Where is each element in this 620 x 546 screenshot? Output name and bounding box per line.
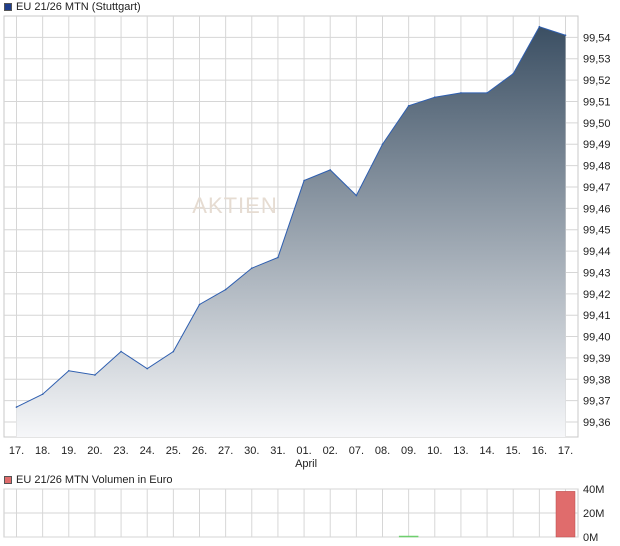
- x-tick-label: 30.: [244, 445, 259, 457]
- watermark: AKTIEN: [192, 193, 277, 218]
- y-tick-label: 99,44: [583, 246, 611, 258]
- data-point: [120, 350, 122, 353]
- x-tick-label: 24.: [140, 445, 155, 457]
- y-tick-label: 99,37: [583, 396, 611, 408]
- x-tick-label: 07.: [349, 445, 364, 457]
- price-legend-swatch: [4, 3, 12, 11]
- y-tick-label: 99,50: [583, 118, 611, 130]
- y-tick-label: 99,47: [583, 182, 611, 194]
- data-point: [67, 369, 70, 372]
- x-tick-label: 17.: [558, 445, 573, 457]
- y-tick-label: 99,46: [583, 203, 611, 215]
- data-point: [329, 169, 332, 171]
- data-point: [15, 406, 18, 408]
- data-point: [433, 96, 436, 99]
- series-line: [16, 26, 566, 408]
- y-tick-label: 99,39: [583, 353, 611, 365]
- x-tick-label: 14.: [479, 445, 494, 457]
- data-point: [41, 393, 44, 396]
- x-tick-label: 18.: [35, 445, 50, 457]
- data-point: [564, 34, 567, 37]
- x-tick-label: 16.: [532, 445, 547, 457]
- x-tick-label: 10.: [427, 445, 442, 457]
- volume-bar: [555, 491, 576, 538]
- volume-legend-label: EU 21/26 MTN Volumen in Euro: [16, 474, 173, 486]
- data-point: [172, 350, 175, 353]
- data-point: [146, 367, 149, 370]
- x-tick-label: 27.: [218, 445, 233, 457]
- data-point: [486, 92, 488, 94]
- x-tick-label: 31.: [270, 445, 285, 457]
- data-point: [224, 288, 227, 291]
- volume-bar: [398, 535, 419, 538]
- data-point: [303, 179, 305, 182]
- x-tick-label: 23.: [113, 445, 128, 457]
- y-tick-label: 99,54: [583, 32, 611, 44]
- price-legend-label: EU 21/26 MTN (Stuttgart): [16, 1, 141, 13]
- y-tick-label: 99,52: [583, 75, 611, 87]
- data-point: [355, 194, 358, 197]
- x-tick-label: 15.: [506, 445, 521, 457]
- y-tick-label: 99,45: [583, 225, 611, 237]
- y-tick-label: 99,43: [583, 267, 611, 279]
- volume-y-tick-label: 0M: [583, 532, 598, 544]
- y-tick-label: 99,36: [583, 417, 611, 429]
- data-point: [460, 92, 462, 94]
- x-tick-label: 13.: [453, 445, 468, 457]
- x-tick-label: 20.: [87, 445, 102, 457]
- y-tick-label: 99,42: [583, 289, 611, 301]
- y-tick-label: 99,41: [583, 310, 611, 322]
- y-tick-label: 99,53: [583, 54, 611, 66]
- y-tick-label: 99,38: [583, 374, 611, 386]
- volume-y-tick-label: 40M: [583, 484, 604, 496]
- x-tick-label: 19.: [61, 445, 76, 457]
- volume-y-tick-label: 20M: [583, 508, 604, 520]
- y-tick-label: 99,40: [583, 332, 611, 344]
- data-point: [538, 25, 541, 28]
- data-point: [250, 267, 253, 269]
- price-legend: EU 21/26 MTN (Stuttgart): [4, 0, 141, 14]
- x-month-label: April: [295, 458, 317, 470]
- x-tick-label: 08.: [375, 445, 390, 457]
- data-point: [407, 104, 410, 107]
- data-point: [381, 143, 384, 146]
- data-point: [512, 72, 515, 75]
- y-tick-label: 99,49: [583, 139, 611, 151]
- volume-legend-swatch: [4, 476, 12, 484]
- data-point: [94, 374, 96, 376]
- x-tick-label: 02.: [323, 445, 338, 457]
- y-tick-label: 99,51: [583, 96, 611, 108]
- x-tick-label: 26.: [192, 445, 207, 457]
- volume-legend: EU 21/26 MTN Volumen in Euro: [4, 473, 173, 487]
- data-point: [198, 303, 201, 306]
- x-tick-label: 01.: [296, 445, 311, 457]
- x-tick-label: 17.: [9, 445, 24, 457]
- x-tick-label: 09.: [401, 445, 416, 457]
- y-tick-label: 99,48: [583, 161, 611, 173]
- data-point: [277, 256, 279, 259]
- x-tick-label: 25.: [166, 445, 181, 457]
- series-area: [16, 26, 566, 438]
